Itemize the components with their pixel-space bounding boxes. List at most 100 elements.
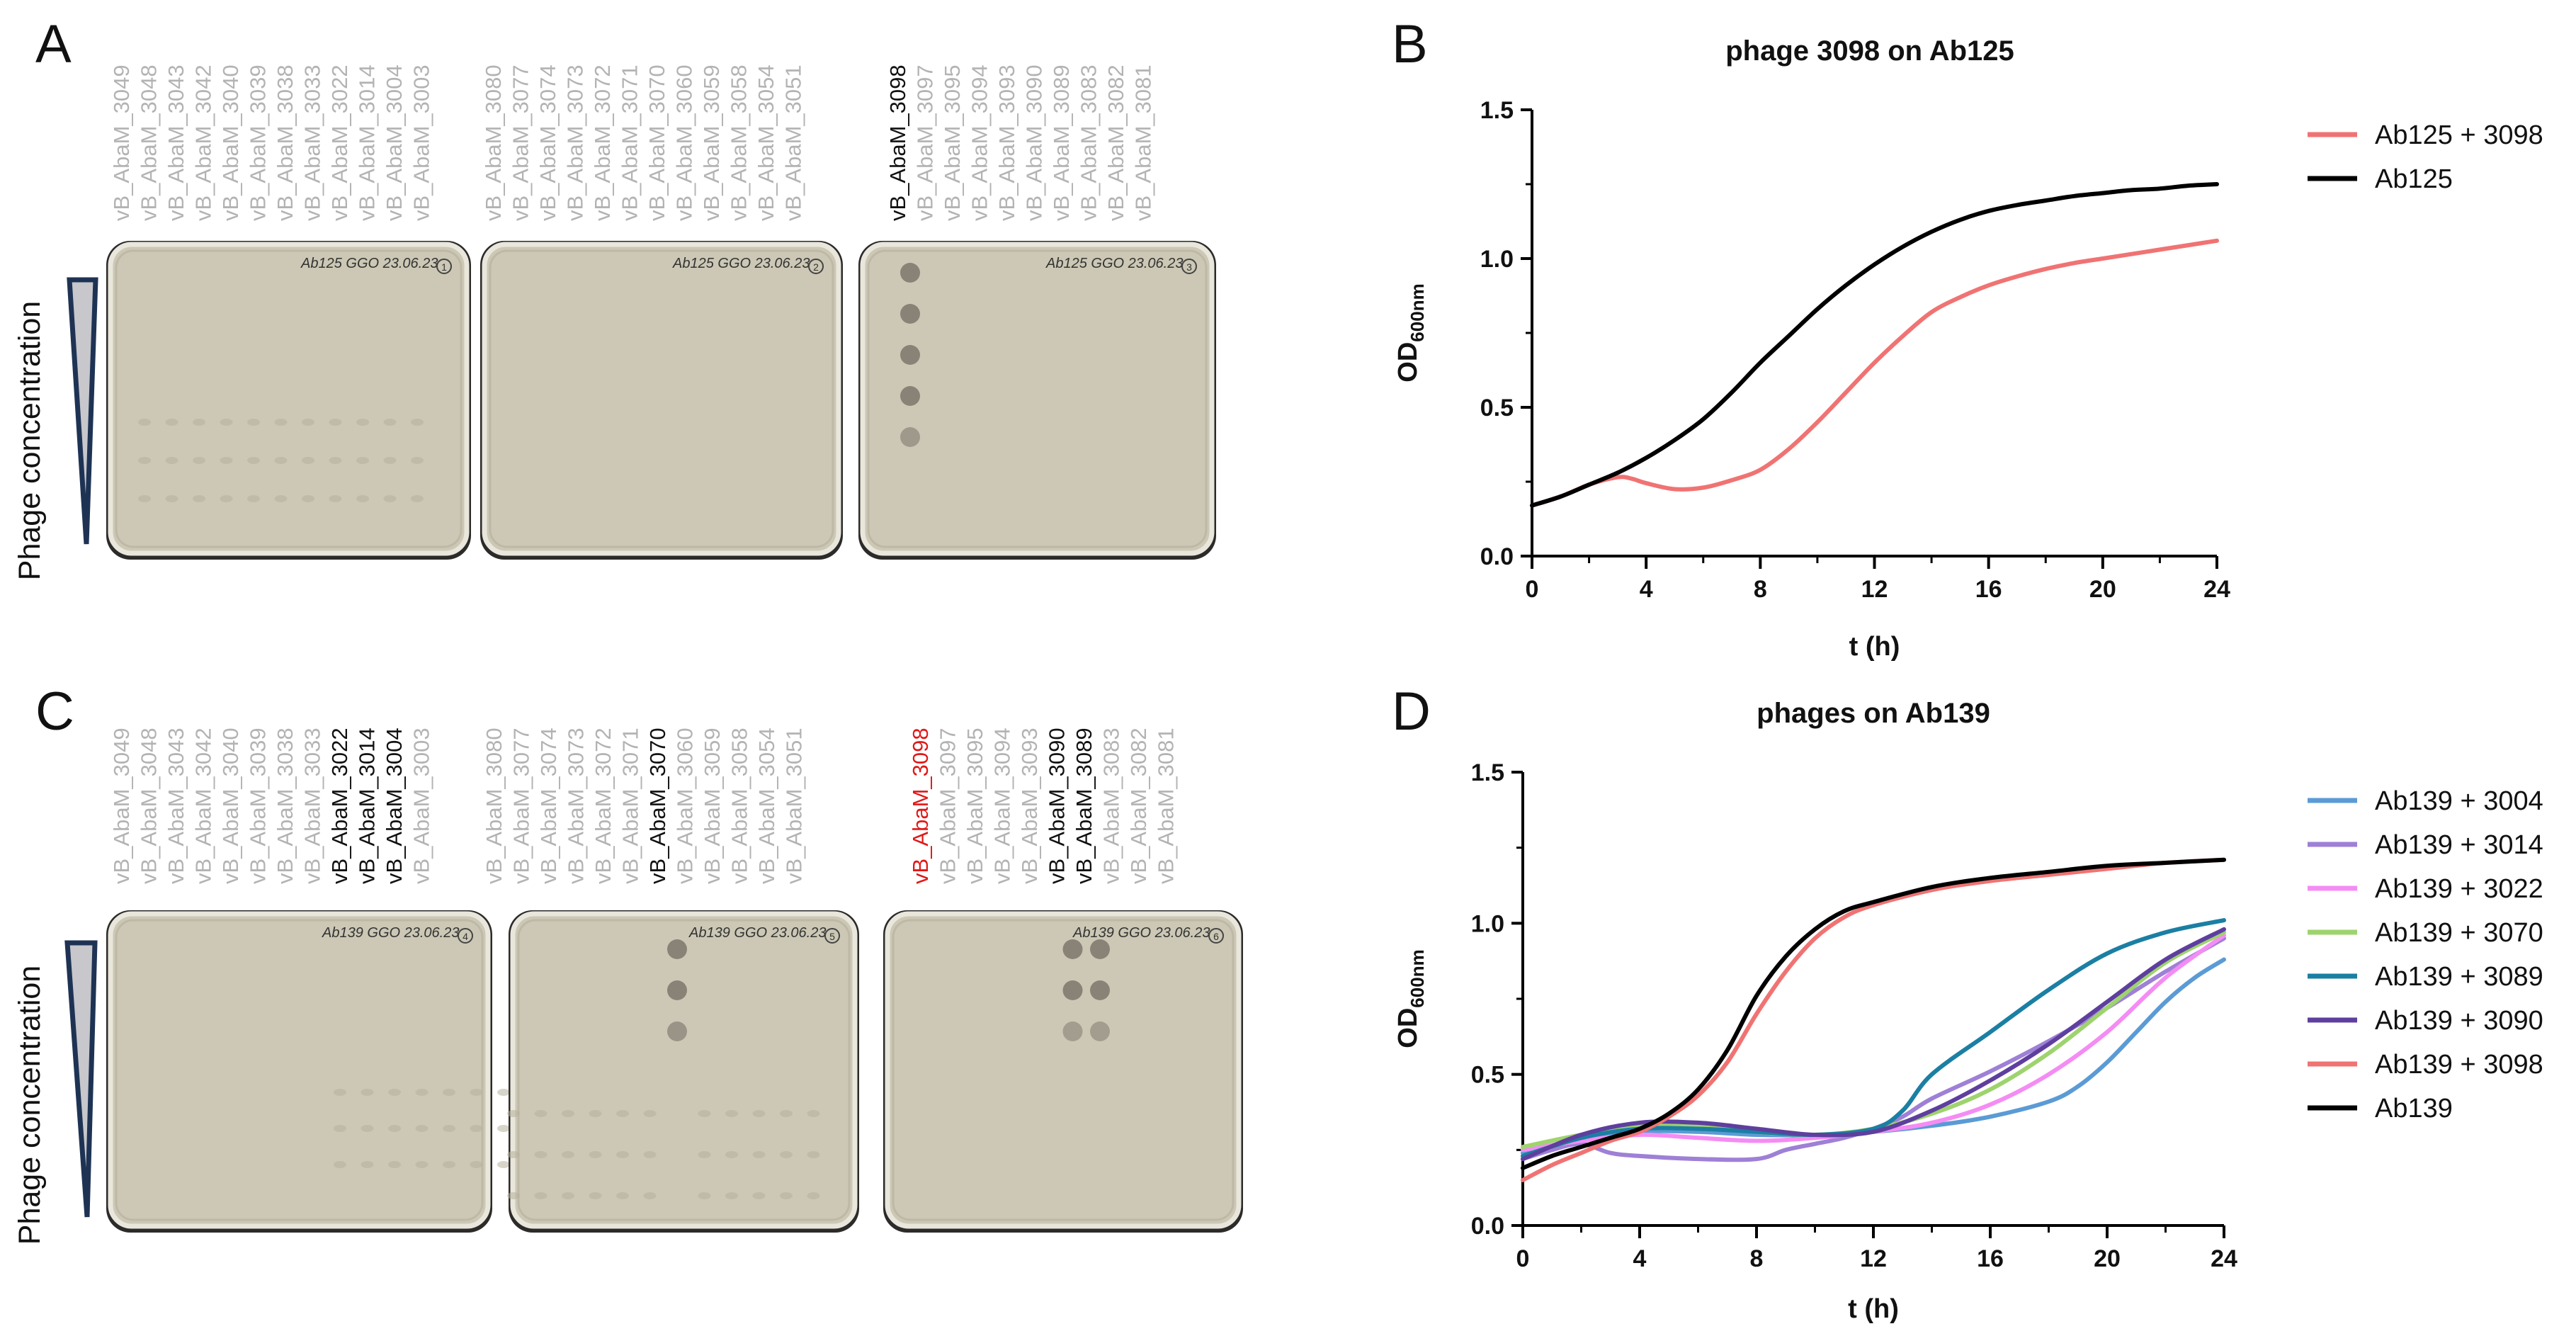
lysis-spot bbox=[900, 263, 920, 283]
y-tick-label: 0.0 bbox=[1471, 1213, 1504, 1240]
faint-spot bbox=[415, 1089, 429, 1096]
faint-spot bbox=[470, 1125, 483, 1132]
faint-spot bbox=[807, 1151, 820, 1158]
faint-spot bbox=[334, 1161, 346, 1168]
faint-spot bbox=[443, 1161, 455, 1168]
phage-column-label: vB_AbaM_3048 bbox=[137, 728, 161, 884]
series-line bbox=[1521, 957, 2226, 1155]
faint-spot bbox=[497, 1089, 510, 1096]
panel-letter-d: D bbox=[1392, 681, 1431, 742]
phage-column-label: vB_AbaM_3098 bbox=[885, 64, 910, 221]
phage-column-label: vB_AbaM_3094 bbox=[990, 728, 1015, 884]
phage-column-label: vB_AbaM_3033 bbox=[300, 728, 325, 884]
series-line bbox=[1530, 238, 2219, 508]
phage-column-label: vB_AbaM_3014 bbox=[355, 728, 380, 884]
faint-spot bbox=[388, 1125, 401, 1132]
faint-spot bbox=[752, 1151, 766, 1158]
faint-spot bbox=[361, 1125, 374, 1132]
faint-spot bbox=[534, 1110, 547, 1117]
phage-column-label: vB_AbaM_3033 bbox=[300, 64, 325, 221]
plate-row-c: vB_AbaM_3049 vB_AbaM_3048 vB_AbaM_3043 vB_A… bbox=[106, 728, 1243, 1233]
faint-spot bbox=[138, 495, 151, 502]
plate-rim bbox=[115, 919, 484, 1221]
faint-spot bbox=[415, 1161, 429, 1168]
faint-spot bbox=[616, 1192, 629, 1199]
faint-spot bbox=[361, 1161, 374, 1168]
faint-spot bbox=[302, 419, 314, 426]
plate-agar bbox=[860, 242, 1215, 556]
plate-annotation: Ab139 GGO 23.06.23 bbox=[1072, 925, 1210, 941]
lysis-spot bbox=[900, 345, 920, 365]
phage-column-label: vB_AbaM_3038 bbox=[273, 64, 297, 221]
faint-spot bbox=[589, 1110, 602, 1117]
phage-column-label: vB_AbaM_3014 bbox=[355, 64, 380, 221]
chart-title: phages on Ab139 bbox=[1757, 698, 1990, 729]
faint-spot bbox=[470, 1161, 483, 1168]
phage-concentration-label-c: Phage concentration bbox=[13, 966, 47, 1245]
y-tick-label: 0.0 bbox=[1480, 543, 1514, 570]
lysis-spot bbox=[1062, 980, 1083, 1000]
faint-spot bbox=[334, 1125, 346, 1132]
phage-column-label: vB_AbaM_3043 bbox=[164, 728, 188, 884]
phage-column-label: vB_AbaM_3097 bbox=[913, 64, 938, 221]
faint-spot bbox=[165, 419, 178, 426]
phage-column-label: vB_AbaM_3038 bbox=[273, 728, 297, 884]
faint-spot bbox=[562, 1110, 574, 1117]
phage-column-label: vB_AbaM_3090 bbox=[1022, 64, 1047, 221]
faint-spot bbox=[329, 457, 342, 464]
faint-spot bbox=[334, 1089, 346, 1096]
x-tick-label: 12 bbox=[1860, 1245, 1887, 1272]
panel-letter-b: B bbox=[1392, 14, 1428, 74]
phage-column-label: vB_AbaM_3022 bbox=[327, 728, 352, 884]
faint-spot bbox=[193, 495, 205, 502]
faint-spot bbox=[193, 457, 205, 464]
petri-plate: vB_AbaM_3049 vB_AbaM_3048 vB_AbaM_3043 vB_A… bbox=[106, 64, 471, 560]
faint-spot bbox=[616, 1110, 629, 1117]
phage-column-label: vB_AbaM_3081 bbox=[1154, 728, 1179, 884]
legend-label: Ab139 + 3089 bbox=[2375, 962, 2543, 992]
phage-column-label: vB_AbaM_3095 bbox=[963, 728, 987, 884]
petri-plate: vB_AbaM_3049 vB_AbaM_3048 vB_AbaM_3043 vB_A… bbox=[106, 728, 623, 1233]
faint-spot bbox=[329, 419, 342, 426]
series-line bbox=[1521, 918, 2226, 1158]
faint-spot bbox=[534, 1151, 547, 1158]
plate-agar bbox=[885, 911, 1242, 1229]
phage-column-label: vB_AbaM_3095 bbox=[940, 64, 965, 221]
phage-column-label: vB_AbaM_3040 bbox=[218, 64, 243, 221]
plate-number: 4 bbox=[463, 931, 468, 942]
legend-label: Ab139 + 3022 bbox=[2375, 874, 2543, 904]
phage-column-label: vB_AbaM_3081 bbox=[1131, 64, 1156, 221]
faint-spot bbox=[274, 495, 288, 502]
legend-label: Ab139 bbox=[2375, 1094, 2453, 1123]
lysis-spot bbox=[1062, 1021, 1083, 1041]
plate-agar bbox=[108, 242, 470, 556]
chart-d: phages on Ab139 0.0 0.5 1.0 1.5 0 4 8 12 16 20 24 t … bbox=[1393, 698, 2543, 1324]
lysis-spot bbox=[900, 386, 920, 406]
phage-column-label: vB_AbaM_3080 bbox=[482, 728, 506, 884]
faint-spot bbox=[562, 1192, 574, 1199]
faint-spot bbox=[247, 495, 260, 502]
faint-spot bbox=[725, 1192, 738, 1199]
phage-column-label: vB_AbaM_3071 bbox=[618, 64, 642, 221]
y-tick-label: 1.5 bbox=[1471, 759, 1504, 786]
phage-column-label: vB_AbaM_3039 bbox=[246, 64, 271, 221]
phage-column-label: vB_AbaM_3093 bbox=[1017, 728, 1042, 884]
y-tick-label: 1.0 bbox=[1471, 910, 1504, 937]
phage-column-label: vB_AbaM_3093 bbox=[994, 64, 1019, 221]
faint-spot bbox=[780, 1192, 793, 1199]
faint-spot bbox=[780, 1110, 793, 1117]
legend-label: Ab125 bbox=[2375, 164, 2453, 194]
faint-spot bbox=[138, 419, 151, 426]
y-axis-title: OD600nm bbox=[1393, 283, 1428, 382]
plate-rim bbox=[892, 919, 1235, 1221]
panel-b: B phage 3098 on Ab125 0.0 0.5 1.0 1.5 0 4 8 12 16… bbox=[1392, 14, 2543, 662]
plate-number: 2 bbox=[813, 261, 819, 273]
phage-column-label: vB_AbaM_3071 bbox=[618, 728, 643, 884]
phage-column-label: vB_AbaM_3070 bbox=[645, 728, 670, 884]
phage-column-label: vB_AbaM_3059 bbox=[699, 64, 724, 221]
plate-row-a: vB_AbaM_3049 vB_AbaM_3048 vB_AbaM_3043 vB_A… bbox=[106, 64, 1216, 560]
plate-rim bbox=[489, 249, 834, 548]
phage-column-label: vB_AbaM_3070 bbox=[645, 64, 669, 221]
chart-title: phage 3098 on Ab125 bbox=[1725, 35, 2014, 67]
phage-column-label: vB_AbaM_3048 bbox=[137, 64, 161, 221]
